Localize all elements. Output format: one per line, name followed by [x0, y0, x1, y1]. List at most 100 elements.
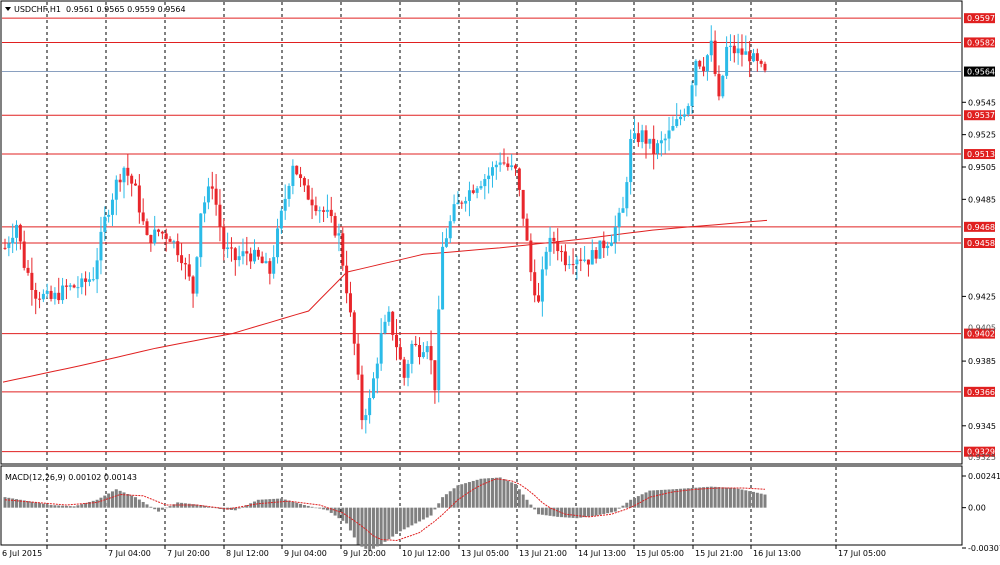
candle-body [614, 227, 617, 242]
candle-body [92, 279, 95, 280]
macd-histogram-bar [479, 479, 482, 508]
macd-histogram-bar [510, 482, 513, 507]
current-price-label: 0.9564 [967, 68, 995, 77]
candle-body [748, 51, 751, 61]
candle-body [606, 246, 609, 248]
candle-body [625, 182, 628, 208]
candle-body [384, 322, 387, 333]
macd-histogram-bar [7, 498, 10, 508]
candle-body [268, 261, 271, 274]
candle-body [249, 254, 252, 262]
macd-histogram-bar [314, 508, 317, 509]
candle-body [288, 186, 291, 199]
time-tick-label: 9 Jul 20:00 [343, 549, 386, 558]
macd-histogram-bar [311, 507, 314, 508]
macd-histogram-bar [606, 508, 609, 514]
candle-body [621, 208, 624, 213]
macd-histogram-bar [360, 508, 363, 547]
macd-histogram-bar [710, 487, 713, 508]
candle-body [430, 346, 433, 360]
macd-histogram-bar [679, 489, 682, 508]
candle-body [73, 285, 76, 287]
macd-histogram-bar [284, 500, 287, 508]
candle-body [556, 241, 559, 251]
candle-body [460, 203, 463, 204]
macd-histogram-bar [660, 490, 663, 508]
candle-body [668, 130, 671, 138]
macd-histogram-bar [399, 508, 402, 532]
macd-histogram-bar [733, 488, 736, 508]
macd-histogram-bar [618, 508, 621, 509]
candle-body [234, 248, 237, 260]
candle-body [453, 204, 456, 221]
price-tick-label: 0.9425 [968, 292, 996, 301]
macd-histogram-bar [729, 488, 732, 508]
macd-histogram-bar [568, 508, 571, 518]
macd-histogram-bar [449, 491, 452, 507]
candle-body [560, 251, 563, 252]
macd-histogram-bar [664, 490, 667, 508]
macd-histogram-bar [130, 496, 133, 508]
candle-body [215, 189, 218, 205]
candle-body [226, 247, 229, 249]
time-tick-label: 8 Jul 12:00 [226, 549, 269, 558]
candle-body [495, 165, 498, 167]
candle-body [564, 251, 567, 265]
candle-body [395, 335, 398, 347]
candle-body [27, 268, 30, 273]
price-tick-label: 0.9525 [968, 131, 996, 140]
candle-body [295, 166, 298, 175]
candle-body [307, 185, 310, 199]
macd-histogram-bar [621, 506, 624, 508]
macd-histogram-bar [691, 488, 694, 508]
candle-body [414, 344, 417, 345]
time-tick-label: 13 Jul 05:00 [461, 549, 509, 558]
candle-body [637, 133, 640, 142]
macd-label: MACD(12,26,9) 0.00102 0.00143 [5, 473, 137, 482]
macd-histogram-bar [103, 496, 106, 508]
candle-body [115, 180, 118, 200]
candle-body [706, 55, 709, 71]
candle-body [349, 293, 352, 312]
macd-histogram-bar [564, 508, 567, 518]
macd-histogram-bar [38, 503, 41, 508]
candle-body [529, 241, 532, 273]
candle-body [130, 176, 133, 184]
candle-body [595, 250, 598, 259]
macd-histogram-bar [126, 494, 129, 508]
candle-body [387, 312, 390, 322]
level-price-label: 0.9582 [967, 38, 995, 47]
candle-body [671, 126, 674, 130]
candle-body [587, 260, 590, 265]
macd-histogram-bar [683, 488, 686, 507]
candle-body [4, 248, 7, 249]
macd-histogram-bar [357, 508, 360, 545]
macd-histogram-bar [468, 482, 471, 508]
candle-body [549, 238, 552, 252]
time-tick-label: 7 Jul 20:00 [167, 549, 210, 558]
level-price-label: 0.9537 [967, 111, 995, 120]
candle-body [368, 398, 371, 415]
candle-body [764, 64, 767, 71]
candle-body [476, 188, 479, 193]
candle-body [80, 278, 83, 287]
macd-histogram-bar [760, 494, 763, 508]
candle-body [487, 176, 490, 179]
macd-histogram-bar [391, 508, 394, 537]
macd-histogram-bar [307, 506, 310, 508]
candle-body [399, 347, 402, 359]
symbol-label: USDCHF,H1 [14, 5, 61, 14]
candle-body [445, 238, 448, 247]
macd-histogram-bar [318, 508, 321, 509]
macd-histogram-bar [165, 508, 168, 509]
macd-histogram-bar [426, 508, 429, 518]
candle-body [568, 264, 571, 265]
price-tick-label: 0.9505 [968, 163, 996, 172]
macd-histogram-bar [268, 499, 271, 508]
macd-tick-label: -0.00307 [968, 544, 1000, 553]
candle-body [744, 51, 747, 54]
candle-body [510, 165, 513, 167]
price-tick-label: 0.9545 [968, 98, 996, 107]
price-tick-label: 0.9345 [968, 422, 996, 431]
